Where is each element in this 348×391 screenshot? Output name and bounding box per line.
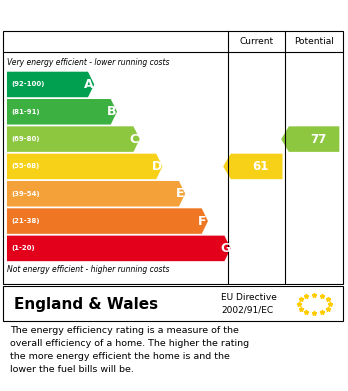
Text: B: B xyxy=(107,105,116,118)
Polygon shape xyxy=(7,126,140,152)
Text: F: F xyxy=(198,215,207,228)
Text: (55-68): (55-68) xyxy=(11,163,39,169)
Text: Very energy efficient - lower running costs: Very energy efficient - lower running co… xyxy=(7,58,169,67)
Text: A: A xyxy=(84,78,94,91)
Text: Potential: Potential xyxy=(294,37,334,46)
Text: (1-20): (1-20) xyxy=(11,246,35,251)
Text: EU Directive
2002/91/EC: EU Directive 2002/91/EC xyxy=(221,293,277,315)
Polygon shape xyxy=(7,72,94,97)
Polygon shape xyxy=(223,154,283,179)
Text: The energy efficiency rating is a measure of the
overall efficiency of a home. T: The energy efficiency rating is a measur… xyxy=(10,326,250,374)
Text: (39-54): (39-54) xyxy=(11,191,40,197)
Text: (92-100): (92-100) xyxy=(11,81,45,88)
Text: 77: 77 xyxy=(310,133,326,145)
Text: D: D xyxy=(152,160,162,173)
Text: Not energy efficient - higher running costs: Not energy efficient - higher running co… xyxy=(7,265,169,274)
Polygon shape xyxy=(7,154,163,179)
Text: England & Wales: England & Wales xyxy=(14,296,158,312)
Text: Current: Current xyxy=(239,37,274,46)
Polygon shape xyxy=(281,126,339,152)
Text: (21-38): (21-38) xyxy=(11,218,40,224)
Polygon shape xyxy=(7,236,231,261)
Text: G: G xyxy=(220,242,230,255)
Text: 61: 61 xyxy=(252,160,269,173)
Polygon shape xyxy=(7,208,208,234)
Polygon shape xyxy=(7,99,117,125)
Text: (69-80): (69-80) xyxy=(11,136,40,142)
Text: E: E xyxy=(175,187,184,200)
Text: C: C xyxy=(129,133,139,145)
Text: Energy Efficiency Rating: Energy Efficiency Rating xyxy=(10,7,213,23)
Polygon shape xyxy=(7,181,185,206)
Text: (81-91): (81-91) xyxy=(11,109,40,115)
